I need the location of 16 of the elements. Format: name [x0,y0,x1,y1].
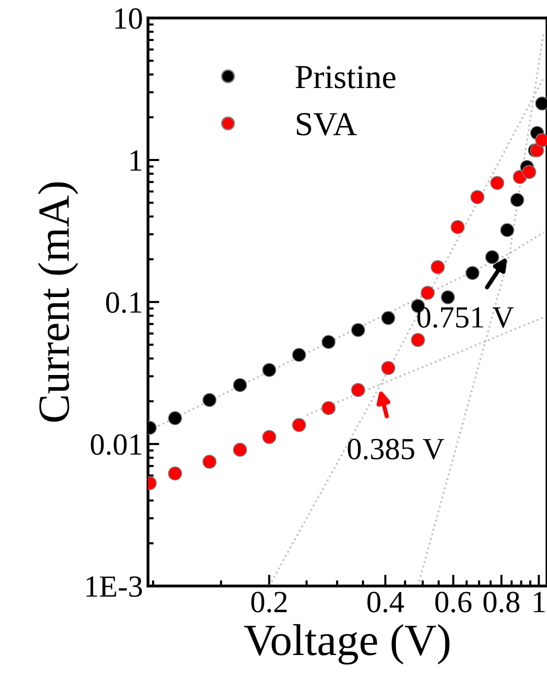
x-tick-label: 0.4 [367,592,404,612]
x-tick-label: 0.2 [251,592,287,612]
y-tick-label: 0.01 [90,434,142,456]
y-tick-label: 10 [115,8,142,29]
x-tick-label: 0.6 [435,592,472,612]
y-tick-label: 0.1 [106,292,142,314]
annotation: 0.751 V [417,307,514,328]
y-tick-label: 1 [130,150,142,171]
x-tick-label: 0.8 [484,592,520,612]
annotation: 0.385 V [348,438,444,460]
x-tick-label: 1 [534,592,545,612]
legend-label: Pristine [296,66,396,88]
legend-label: SVA [296,113,357,136]
y-axis-title: Current (mA) [38,182,78,422]
y-tick-label: 1E-3 [86,576,142,597]
x-axis-title: Voltage (V) [244,624,450,665]
